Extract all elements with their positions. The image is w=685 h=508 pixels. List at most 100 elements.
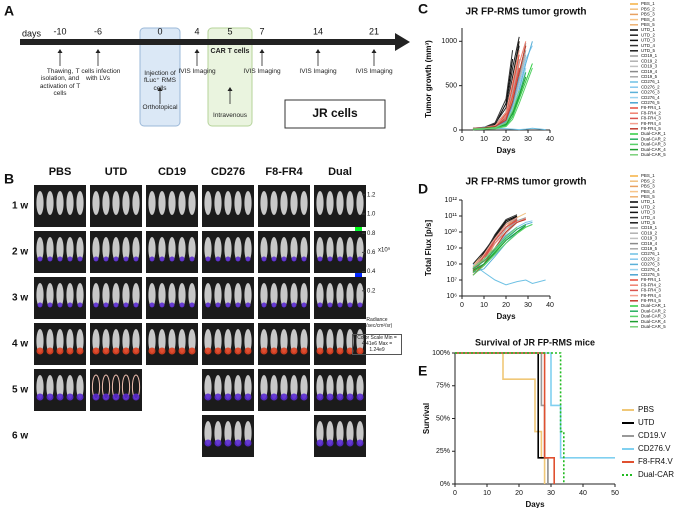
timeline-day: -10	[53, 26, 66, 36]
mouse	[346, 421, 354, 445]
mouse	[158, 191, 166, 215]
signal	[347, 256, 353, 262]
column-label: F8-FR4	[265, 166, 303, 178]
event-text: IVIS Imaging	[355, 68, 393, 75]
legend-label: CD19_3	[641, 236, 658, 241]
mouse	[214, 237, 222, 261]
signal	[326, 347, 334, 355]
signal	[316, 393, 324, 401]
legend-label: Dual-CAR_1	[641, 303, 666, 308]
signal	[66, 393, 74, 401]
mouse	[326, 283, 334, 307]
y-tick-label: 0%	[440, 481, 450, 488]
mouse	[214, 375, 222, 399]
mouse	[188, 237, 196, 261]
signal	[188, 347, 196, 355]
signal	[57, 302, 63, 308]
mouse	[326, 191, 334, 215]
series-line	[472, 223, 533, 276]
mouse	[280, 191, 288, 215]
y-axis-label: Survival	[422, 403, 431, 434]
legend-label: UTD_2	[641, 204, 655, 209]
mouse	[178, 237, 186, 261]
mouse	[56, 237, 64, 261]
mouse	[290, 329, 298, 353]
signal	[178, 347, 186, 355]
y-tick-label: 25%	[436, 448, 450, 455]
iv-box	[207, 27, 253, 127]
mouse	[270, 237, 278, 261]
mouse	[148, 329, 156, 353]
signal	[270, 347, 278, 355]
signal	[149, 256, 155, 262]
signal	[132, 347, 140, 355]
signal	[102, 393, 110, 401]
mouse	[336, 375, 344, 399]
signal	[214, 439, 222, 447]
mouse	[168, 191, 176, 215]
mouse	[234, 329, 242, 353]
mouse	[36, 191, 44, 215]
y-axis-label: Total Flux [p/s]	[424, 220, 433, 277]
column-label: UTD	[105, 166, 128, 178]
signal	[244, 439, 252, 447]
legend-label: CD276_3	[641, 90, 660, 95]
mouse	[270, 283, 278, 307]
event-text: IVIS Imaging	[243, 68, 281, 75]
signal	[317, 256, 323, 262]
legend-label: PBS_3	[641, 12, 655, 17]
signal	[205, 302, 211, 308]
signal	[179, 256, 185, 262]
series-line	[472, 226, 518, 268]
legend-label: F8-FR4_2	[641, 110, 661, 115]
event-text: CAR T cells	[210, 48, 250, 55]
signal	[158, 347, 166, 355]
legend-label: CD276_2	[641, 84, 660, 89]
x-axis-label: Days	[496, 146, 516, 155]
mouse	[346, 283, 354, 307]
signal	[93, 256, 99, 262]
signal	[66, 347, 74, 355]
colorbar-tick-label: 1.2	[367, 192, 376, 198]
timeline-day: 14	[313, 26, 323, 36]
mouse	[76, 237, 84, 261]
colorbar-tick-label: 1.0	[367, 212, 376, 218]
signal	[357, 256, 363, 262]
signal	[47, 302, 53, 308]
legend-label: UTD	[638, 418, 655, 427]
column-label: CD276	[211, 166, 245, 178]
signal	[189, 256, 195, 262]
signal	[301, 302, 307, 308]
x-tick-label: 0	[453, 490, 457, 497]
mouse	[46, 191, 54, 215]
mouse	[244, 375, 252, 399]
mouse	[224, 329, 232, 353]
signal	[224, 393, 232, 401]
signal	[271, 256, 277, 262]
mouse	[122, 237, 130, 261]
legend-label: PBS_2	[641, 178, 655, 183]
mouse	[336, 329, 344, 353]
mouse	[158, 237, 166, 261]
x-tick-label: 50	[611, 490, 619, 497]
cell-line-box	[284, 99, 386, 129]
x-tick-label: 40	[546, 302, 554, 309]
signal	[93, 302, 99, 308]
mouse	[102, 237, 110, 261]
legend-label: UTD_4	[641, 43, 655, 48]
legend-label: UTD_5	[641, 220, 655, 225]
mouse	[214, 283, 222, 307]
cell-line-label: JR cells	[312, 106, 358, 120]
mouse	[112, 283, 120, 307]
legend-label: UTD_4	[641, 215, 655, 220]
mouse	[76, 329, 84, 353]
colorbar-label: Radiance (p/sec/cm²/sr)	[361, 317, 393, 329]
mouse	[326, 375, 334, 399]
y-tick-label: 500	[445, 82, 457, 89]
x-tick-label: 20	[502, 136, 510, 143]
mouse	[346, 237, 354, 261]
y-tick-label: 10⁷	[447, 277, 458, 284]
signal	[132, 393, 140, 401]
mouse	[336, 191, 344, 215]
signal	[280, 393, 288, 401]
